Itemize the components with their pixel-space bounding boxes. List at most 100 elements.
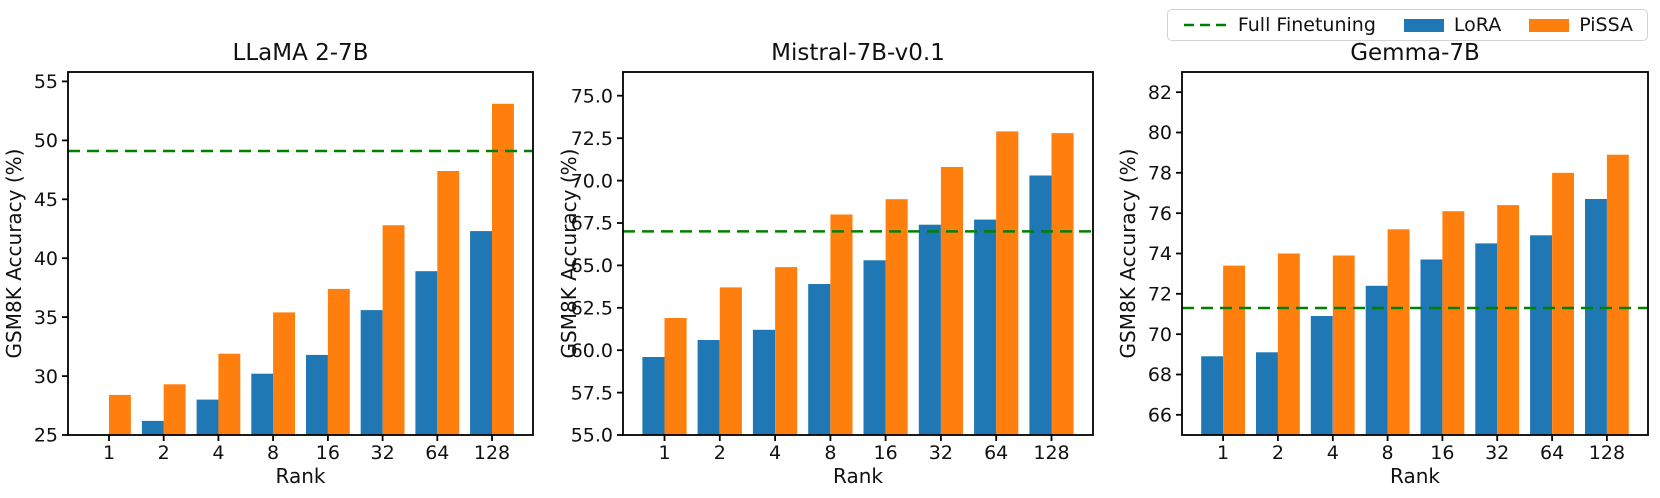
legend-label-lora: LoRA [1453, 14, 1502, 36]
bar-pissa-rank-2 [163, 384, 186, 435]
x-tick-label: 8 [824, 442, 836, 464]
bar-pissa-rank-32 [1497, 205, 1520, 435]
axes-box [1181, 71, 1649, 436]
bar-pissa-rank-4 [1332, 255, 1355, 435]
y-axis-label: GSM8K Accuracy (%) [557, 149, 581, 359]
x-axis-label: Rank [276, 464, 326, 488]
bar-lora-rank-128 [1029, 175, 1052, 435]
bar-lora-rank-16 [1420, 259, 1443, 435]
chart-title: LLaMA 2-7B [233, 40, 369, 66]
bar-lora-rank-4 [1310, 316, 1333, 435]
y-tick-label: 70 [1148, 324, 1172, 346]
y-tick-label: 35 [34, 307, 58, 329]
bar-lora-rank-64 [1530, 235, 1552, 435]
bar-pissa-rank-2 [1277, 253, 1300, 435]
bar-pissa-rank-32 [382, 225, 405, 435]
x-tick-label: 16 [874, 442, 898, 464]
panel-llama-2-7b: 25 30 35 40 45 50 55 1 2 4 8 16 32 64 128 LLaMA 2-7B Ran… [2, 40, 534, 488]
bar-lora-rank-16 [306, 354, 328, 435]
x-tick-label: 16 [316, 442, 340, 464]
bar-pissa-rank-8 [273, 312, 295, 435]
y-tick-label: 45 [34, 189, 58, 211]
chart-title: Gemma-7B [1350, 40, 1480, 66]
bar-lora-rank-64 [415, 271, 438, 435]
bar-pissa-rank-1 [1223, 265, 1245, 435]
y-tick-label: 76 [1148, 203, 1172, 225]
chart-title: Mistral-7B-v0.1 [771, 40, 945, 66]
y-tick-label: 70.0 [571, 170, 613, 192]
y-tick-label: 74 [1148, 243, 1172, 265]
legend-item-lora: LoRA [1403, 14, 1502, 36]
y-tick-label: 67.5 [571, 213, 613, 235]
bar-lora-rank-16 [863, 260, 886, 435]
pissa-swatch-icon [1529, 18, 1570, 32]
bar-pissa-rank-128 [1051, 133, 1074, 435]
y-axis-label: GSM8K Accuracy (%) [2, 149, 26, 359]
bar-lora-rank-2 [697, 340, 720, 435]
dashed-line-icon [1183, 23, 1226, 27]
y-tick-label: 30 [34, 366, 58, 388]
panel-mistral-7b-v0-1: 55.0 57.5 60.0 62.5 65.0 67.5 70.0 72.5 75.0 1 2 4 8… [557, 40, 1094, 488]
y-axis-label: GSM8K Accuracy (%) [1116, 149, 1140, 359]
y-tick-label: 55 [34, 71, 58, 93]
x-tick-label: 2 [714, 442, 726, 464]
y-tick-label: 55.0 [571, 425, 613, 447]
y-tick-label: 66 [1148, 404, 1172, 426]
bar-pissa-rank-1 [664, 318, 687, 435]
bar-lora-rank-32 [1475, 243, 1498, 435]
bar-pissa-rank-16 [885, 199, 908, 435]
x-tick-label: 128 [1589, 442, 1625, 464]
bar-pissa-rank-4 [775, 267, 798, 435]
bar-pissa-rank-32 [940, 167, 963, 435]
y-tick-label: 62.5 [571, 297, 613, 319]
x-tick-label: 4 [769, 442, 781, 464]
y-tick-label: 60.0 [571, 340, 613, 362]
legend-item-full-finetuning: Full Finetuning [1182, 14, 1376, 36]
x-tick-label: 1 [103, 442, 115, 464]
y-tick-label: 72.5 [571, 128, 613, 150]
bar-pissa-rank-64 [996, 131, 1019, 435]
bar-pissa-rank-1 [109, 394, 131, 435]
x-tick-label: 8 [1382, 442, 1394, 464]
bar-lora-rank-4 [196, 399, 219, 435]
bar-lora-rank-32 [360, 310, 383, 435]
bar-pissa-rank-4 [218, 353, 241, 435]
x-tick-label: 32 [1485, 442, 1509, 464]
x-tick-label: 128 [1033, 442, 1069, 464]
bar-pissa-rank-16 [327, 288, 350, 435]
bar-pissa-rank-8 [830, 214, 853, 435]
y-tick-label: 72 [1148, 283, 1172, 305]
y-tick-label: 57.5 [571, 382, 613, 404]
x-tick-label: 64 [984, 442, 1008, 464]
bar-lora-rank-64 [974, 219, 997, 435]
x-tick-label: 1 [658, 442, 670, 464]
bar-lora-rank-128 [470, 231, 492, 435]
bar-lora-rank-1 [1201, 356, 1224, 435]
bar-lora-rank-4 [752, 329, 775, 435]
panel-gemma-7b: 66 68 70 72 74 76 78 80 82 1 2 4 8 16 32 64 128 Gemma-7B R… [1116, 40, 1649, 488]
bar-lora-rank-8 [251, 373, 274, 435]
axes-box [67, 71, 534, 436]
x-axis-label: Rank [833, 464, 883, 488]
x-tick-label: 128 [474, 442, 510, 464]
y-tick-label: 65.0 [571, 255, 613, 277]
x-tick-label: 8 [267, 442, 279, 464]
x-tick-label: 64 [1540, 442, 1564, 464]
x-tick-label: 2 [1272, 442, 1284, 464]
y-tick-label: 80 [1148, 122, 1172, 144]
legend-label-pissa: PiSSA [1579, 14, 1633, 36]
bar-pissa-rank-64 [1552, 172, 1574, 436]
bar-pissa-rank-64 [437, 171, 460, 435]
x-tick-label: 2 [158, 442, 170, 464]
y-tick-label: 25 [34, 425, 58, 447]
bar-pissa-rank-8 [1387, 229, 1410, 435]
x-tick-label: 4 [1327, 442, 1339, 464]
x-tick-label: 64 [425, 442, 449, 464]
bar-lora-rank-32 [918, 224, 941, 435]
y-tick-label: 50 [34, 130, 58, 152]
legend-label-full-finetuning: Full Finetuning [1237, 14, 1376, 36]
lora-swatch-icon [1403, 18, 1444, 32]
bar-lora-rank-2 [141, 420, 164, 435]
